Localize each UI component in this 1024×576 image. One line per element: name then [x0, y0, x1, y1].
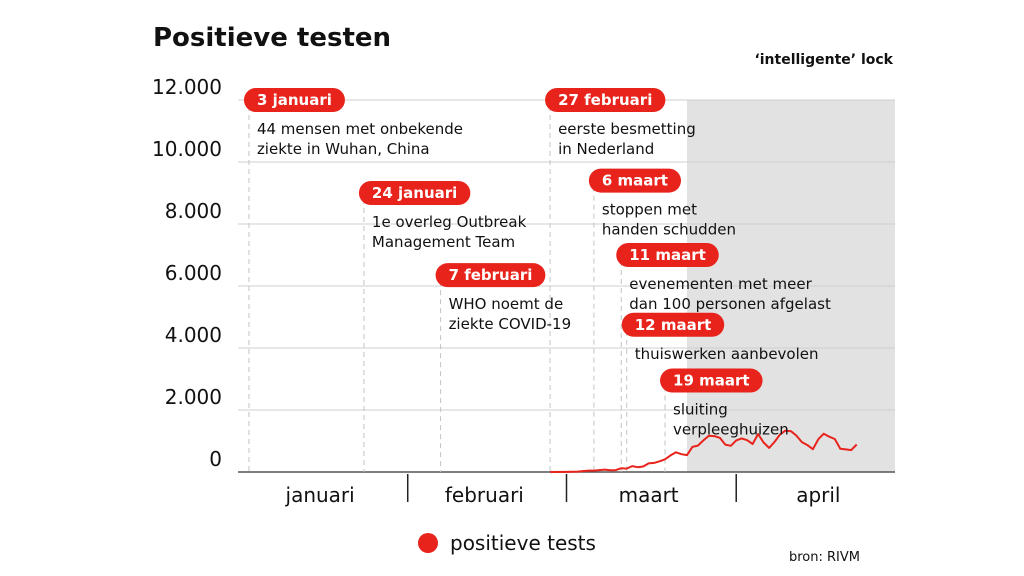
- annotation-date: 6 maart: [602, 172, 668, 190]
- annotation-badge: [588, 168, 681, 193]
- y-tick-label: 8.000: [165, 199, 222, 223]
- x-tick-label: april: [796, 483, 840, 507]
- annotation-badge: [545, 88, 666, 112]
- annotation-badge: [435, 263, 546, 288]
- annotation-text: handen schudden: [602, 221, 736, 239]
- annotation-text: thuiswerken aanbevolen: [635, 345, 819, 363]
- y-tick-label: 0: [209, 447, 222, 471]
- y-tick-label: 12.000: [152, 75, 222, 99]
- annotation-badge: [243, 88, 345, 112]
- annotation-text: ziekte in Wuhan, China: [257, 140, 430, 158]
- event-lines: [248, 106, 666, 472]
- annotation-text: in Nederland: [558, 140, 654, 158]
- annotation-text: WHO noemt de: [449, 295, 564, 313]
- lockdown-label: ‘intelligente’ lock: [754, 52, 893, 68]
- gridlines: [238, 99, 895, 473]
- legend-label: positieve tests: [450, 531, 596, 555]
- annotation-date: 12 maart: [635, 316, 712, 334]
- annotation-text: stoppen met: [602, 201, 697, 219]
- x-tick-label: maart: [619, 483, 679, 507]
- annotation-badge: [358, 181, 471, 205]
- x-tick-label: januari: [285, 483, 355, 507]
- legend-marker: [418, 533, 438, 553]
- annotation: 11 maart evenementen met meer dan 100 pers…: [616, 243, 831, 313]
- annotation: 12 maart thuiswerken aanbevolen: [621, 312, 819, 363]
- source-note: bron: RIVM: [789, 550, 860, 565]
- y-tick-label: 2.000: [165, 385, 222, 409]
- annotation: 27 februari eerste besmetting in Nederland: [545, 88, 696, 158]
- legend: positieve tests: [418, 531, 596, 555]
- annotation-date: 19 maart: [673, 372, 750, 390]
- series-line: [550, 429, 858, 473]
- annotation-date: 11 maart: [629, 246, 706, 264]
- chart-title: Positieve testen: [153, 23, 391, 53]
- annotation-badge: [616, 243, 719, 267]
- annotation-text: evenementen met meer: [629, 275, 812, 293]
- annotation-text: ziekte COVID-19: [449, 315, 572, 333]
- annotations: 3 januari 44 mensen met onbekende ziekte i…: [243, 88, 831, 439]
- annotation-date: 7 februari: [449, 266, 533, 284]
- annotation-badge: [621, 312, 725, 337]
- annotation: 24 januari 1e overleg Outbreak Management …: [358, 181, 527, 251]
- y-axis: 0 2.000 4.000 6.000 8.000 10.000 12.000: [152, 75, 222, 471]
- annotation-text: sluiting: [673, 401, 728, 419]
- annotation: 3 januari 44 mensen met onbekende ziekte i…: [243, 88, 463, 158]
- annotation-text: 1e overleg Outbreak: [372, 213, 527, 231]
- annotation-date: 3 januari: [257, 91, 332, 109]
- y-tick-label: 10.000: [152, 137, 222, 161]
- annotation-text: verpleeghuizen: [673, 421, 789, 439]
- series-positieve-tests: [550, 429, 858, 473]
- annotation-text: Management Team: [372, 233, 515, 251]
- annotation-text: eerste besmetting: [558, 120, 696, 138]
- annotation-badge: [660, 368, 763, 393]
- y-tick-label: 4.000: [165, 323, 222, 347]
- annotation-date: 24 januari: [372, 184, 457, 202]
- annotation-text: 44 mensen met onbekende: [257, 120, 463, 138]
- annotation: 6 maart stoppen met handen schudden: [588, 168, 736, 239]
- annotation-text: dan 100 personen afgelast: [629, 295, 831, 313]
- annotation: 19 maart sluiting verpleeghuizen: [660, 368, 789, 439]
- x-tick-label: februari: [445, 483, 524, 507]
- x-axis: januari februari maart april: [285, 474, 840, 507]
- y-tick-label: 6.000: [165, 261, 222, 285]
- annotation: 7 februari WHO noemt de ziekte COVID-19: [435, 263, 572, 333]
- annotation-date: 27 februari: [558, 91, 652, 109]
